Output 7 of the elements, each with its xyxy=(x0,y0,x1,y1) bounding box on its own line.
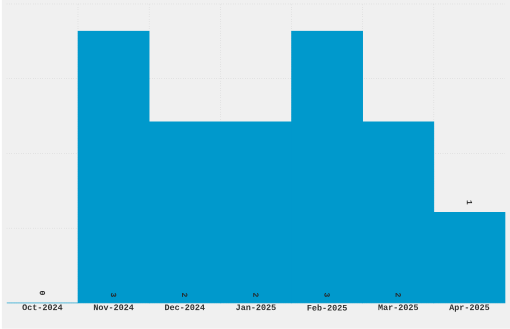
x-tick-label: Oct-2024 xyxy=(22,304,62,310)
x-tick-label: Feb-2025 xyxy=(308,304,347,311)
x-tick-label: Nov-2024 xyxy=(94,304,134,310)
x-tick-label: Mar-2025 xyxy=(378,304,418,310)
x-tick-label: Dec-2024 xyxy=(165,304,205,310)
x-tick-label: Jan-2025 xyxy=(236,304,276,310)
x-tick-label: Apr-2025 xyxy=(449,304,490,312)
